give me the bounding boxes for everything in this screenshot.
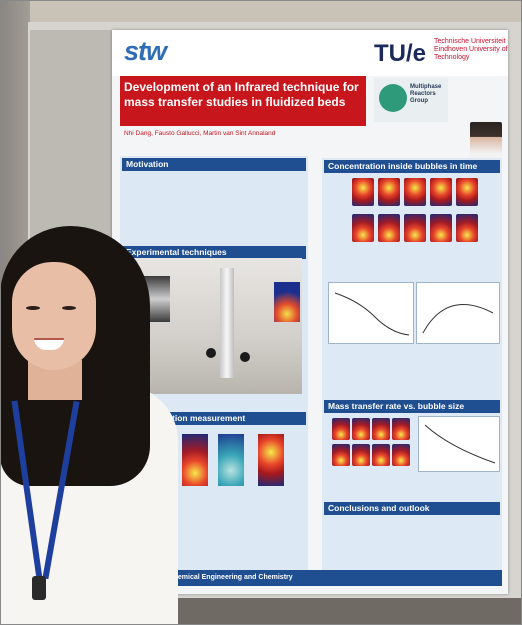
chart-curve: [334, 292, 410, 336]
poster-header: [112, 30, 508, 76]
mass-transfer-chart: [418, 416, 500, 472]
poster-title: Development of an Infrared technique for…: [124, 80, 359, 109]
camera-icon: [206, 348, 216, 358]
bubble-image: [430, 178, 452, 206]
bubble-image: [352, 444, 370, 466]
person-smile: [34, 338, 64, 350]
person-eye: [26, 306, 40, 310]
concentration-chart: [328, 282, 414, 344]
camera-icon: [240, 352, 250, 362]
chart-curve: [424, 424, 496, 464]
infrared-image: [274, 282, 300, 322]
poster-authors: Nhi Dang, Fausto Gallucci, Martin van Si…: [124, 130, 276, 137]
transfer-chart: [416, 282, 500, 344]
section-experimental: Experimental techniques: [122, 246, 306, 259]
poster: stw TU/e Technische Universiteit Eindhov…: [112, 30, 508, 594]
bubble-image: [352, 214, 374, 242]
fluidized-bed-column: [220, 268, 234, 378]
bubble-image: [392, 444, 410, 466]
bubble-image: [352, 178, 374, 206]
section-measurement: tion measurement: [168, 412, 306, 425]
stw-logo: stw: [124, 36, 167, 66]
section-mass-transfer: Mass transfer rate vs. bubble size: [324, 400, 500, 413]
bubble-image: [430, 214, 452, 242]
section-conclusions: Conclusions and outlook: [324, 502, 500, 515]
bubble-image: [372, 444, 390, 466]
badge-clip: [32, 576, 46, 600]
measurement-image: [258, 434, 284, 486]
bubble-image: [456, 214, 478, 242]
bubble-image: [404, 178, 426, 206]
bubble-image: [456, 178, 478, 206]
bubble-image: [404, 214, 426, 242]
measurement-image: [218, 434, 244, 486]
section-concentration: Concentration inside bubbles in time: [324, 160, 500, 173]
bubble-image: [378, 178, 400, 206]
person-eye: [62, 306, 76, 310]
bubble-image: [392, 418, 410, 440]
bubble-image: [378, 214, 400, 242]
measurement-image: [182, 434, 208, 486]
tue-logo: TU/e: [374, 40, 427, 67]
chart-curve: [422, 304, 494, 334]
group-name: Multiphase Reactors Group: [410, 84, 442, 104]
author-portrait: [470, 122, 502, 164]
title-banner: [120, 76, 366, 126]
bubble-image: [372, 418, 390, 440]
section-motivation: Motivation: [122, 158, 306, 171]
bubble-image: [332, 418, 350, 440]
bubble-image: [352, 418, 370, 440]
person-face: [12, 262, 96, 370]
poster-footer: of Chemical Engineering and Chemistry: [120, 570, 502, 586]
group-logo-icon: [379, 84, 407, 112]
university-name: Technische Universiteit Eindhoven Univer…: [434, 38, 508, 61]
bubble-image: [332, 444, 350, 466]
